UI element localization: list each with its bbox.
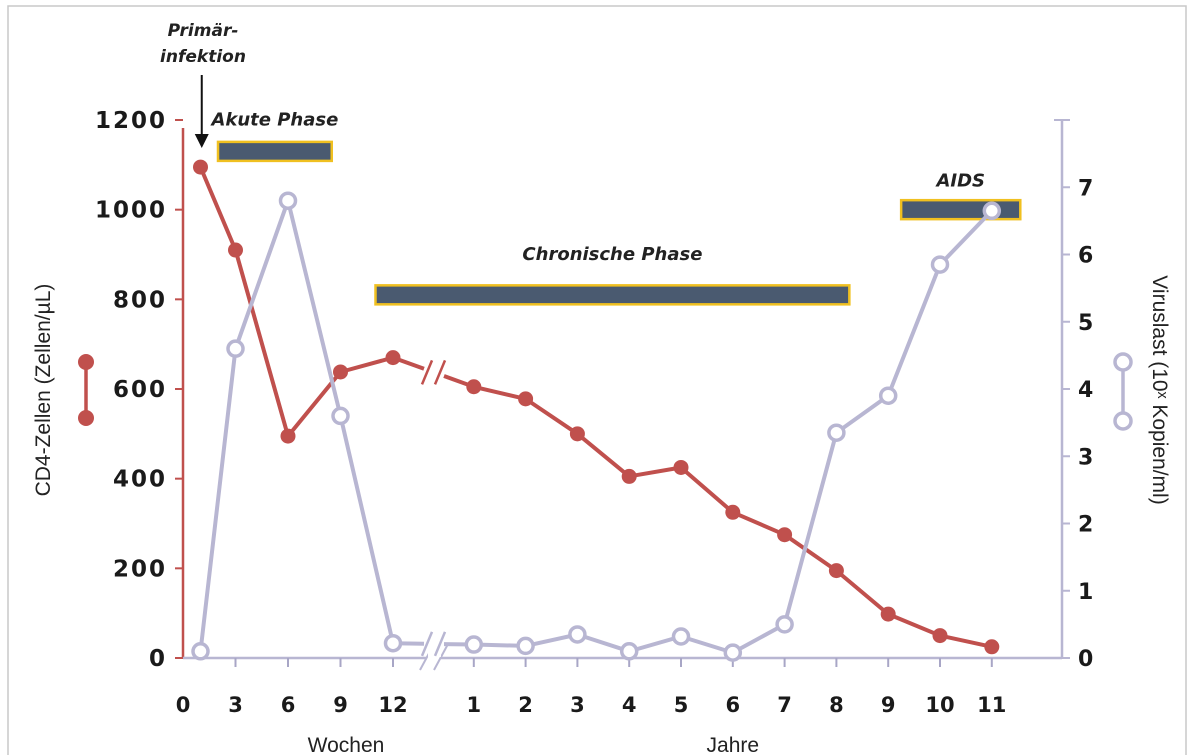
series-0-point-15 [984,639,1000,655]
series-0-point-8 [621,468,637,484]
series-0-break-slash-2 [433,359,447,385]
chart-frame [7,5,1187,755]
series-1-point-10 [723,643,743,662]
legend-left-point-top [78,354,94,370]
phase-label-1: Chronische Phase [522,244,702,265]
series-1-point-2 [278,191,298,210]
series-1-point-13 [878,386,898,405]
annotations: Primär-infektion [160,21,246,148]
x-tick-label-8: 4 [622,693,637,717]
x-tick-label-6: 2 [518,693,533,717]
x-tick-label-7: 3 [570,693,585,717]
series-0-point-12 [828,563,844,579]
left-axis: 0 200 400 600 800 1000 1200 [95,108,185,672]
series-0-point-2 [280,428,296,444]
series-0-point-3 [333,364,348,380]
series-1-point-5 [464,635,484,654]
annotation-0-arrow-head [194,134,209,148]
phase-bar-0 [216,140,333,163]
series-0-point-7 [569,426,585,442]
series-0-point-11 [777,527,793,543]
y-tick-right-label-3: 3 [1078,445,1093,470]
series-1-line-b [473,209,994,655]
y-axis-right-title: Viruslast (10ˣ Kopien/ml) [1148,275,1171,504]
x-axis-break-slash-2 [433,643,449,671]
series-1-point-15 [982,201,1002,221]
y-tick-left-label-1: 200 [113,556,167,582]
y-tick-left-label-2: 400 [113,467,167,493]
y-tick-right-label-2: 2 [1078,513,1093,538]
y-tick-right-label-7: 7 [1078,176,1093,201]
series-1-point-6 [516,636,535,656]
x-tick-label-13: 9 [881,693,896,717]
series-1-point-3 [331,406,350,426]
legend-cd4-marker [78,354,94,426]
phase-bars: Akute Phase Chronische Phase AIDS [209,109,1022,306]
x-tick-label-14: 10 [925,693,954,717]
series-1-point-4 [383,633,403,653]
series-0-point-13 [880,606,896,622]
series-1-point-14 [930,255,950,274]
series-0-point-10 [725,504,741,520]
phase-label-2: AIDS [934,171,985,192]
series-1-point-8 [619,642,639,661]
y-tick-left-label-3: 600 [113,377,167,403]
y-tick-right-label-4: 4 [1078,378,1093,403]
x-group-label-0: Wochen [308,734,385,755]
series-1-point-7 [568,625,587,644]
series-1-break-slash-2 [433,631,447,657]
y-tick-right-label-0: 0 [1078,647,1093,672]
x-tick-label-12: 8 [829,693,844,717]
series-1-point-1 [226,339,245,358]
y-axis-left-title: CD4-Zellen (Zellen/µL) [32,284,55,497]
legend-viral-load-marker [1113,352,1133,431]
annotation-0-line-1: infektion [160,47,246,67]
series-0-point-6 [518,391,534,407]
x-tick-label-9: 5 [674,693,689,717]
series-0-point-1 [228,242,243,258]
x-tick-label-10: 6 [725,693,740,717]
annotation-0-line-0: Primär- [168,21,239,41]
x-tick-label-5: 1 [466,693,481,717]
series-1-point-9 [671,627,691,646]
series-0-break-slash-1 [420,359,434,385]
legend-left-point-bottom [78,410,94,426]
x-tick-label-0: 0 [176,693,191,717]
phase-bar-1 [374,284,851,306]
y-tick-left-label-5: 1000 [95,198,167,224]
y-tick-right-label-6: 6 [1078,244,1093,269]
x-tick-label-3: 9 [333,693,348,717]
series-0-point-5 [466,379,482,395]
y-tick-left-label-0: 0 [149,646,167,672]
y-tick-left-label-4: 800 [113,287,167,313]
x-tick-label-15: 11 [977,693,1006,717]
series-1-point-12 [827,423,846,442]
series-0-point-14 [932,628,948,644]
x-tick-label-4: 12 [378,693,407,717]
y-tick-right-label-5: 5 [1078,311,1093,336]
series-0-point-0 [193,159,208,175]
y-tick-right-label-1: 1 [1078,580,1093,605]
series-0-point-4 [385,350,401,366]
x-tick-label-2: 6 [281,693,296,717]
x-tick-label-1: 3 [228,693,243,717]
x-tick-label-11: 7 [777,693,792,717]
series-0-point-9 [673,459,689,475]
series-lines [191,159,1002,662]
y-tick-left-label-6: 1200 [95,108,167,134]
phase-bar-2 [899,198,1022,221]
right-axis: 0 1 2 3 4 5 6 7 [1054,119,1093,672]
legend-right-point-bottom [1113,411,1133,431]
x-group-label-1: Jahre [707,734,760,755]
series-1-break-slash-1 [420,631,434,657]
series-1-point-0 [191,642,210,661]
series-1-point-11 [775,615,794,634]
phase-label-0: Akute Phase [209,109,338,130]
legend-right-point-top [1113,352,1133,372]
